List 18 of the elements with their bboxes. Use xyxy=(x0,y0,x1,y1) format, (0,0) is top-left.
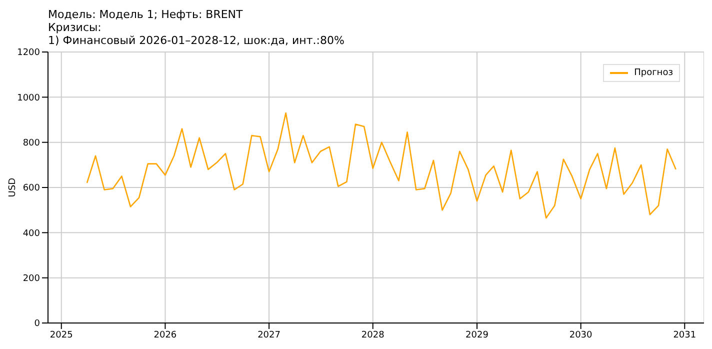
x-tick-label: 2031 xyxy=(673,330,696,340)
x-tick-label: 2028 xyxy=(361,330,385,340)
y-tick-label: 600 xyxy=(22,184,40,194)
y-tick-label: 0 xyxy=(34,319,40,330)
y-tick-label: 800 xyxy=(22,138,40,149)
x-tick-label: 2026 xyxy=(154,330,177,340)
y-tick-label: 200 xyxy=(22,274,40,284)
legend-label: Прогноз xyxy=(634,68,673,78)
y-tick-label: 1000 xyxy=(17,93,40,104)
y-tick-label: 400 xyxy=(22,228,40,239)
y-axis-title: USD xyxy=(8,178,18,198)
x-tick-label: 2029 xyxy=(466,330,489,340)
x-tick-label: 2030 xyxy=(569,330,593,340)
line-series xyxy=(86,112,676,219)
x-tick-label: 2025 xyxy=(50,330,73,340)
y-tick-label: 1200 xyxy=(17,48,40,58)
x-tick-label: 2027 xyxy=(258,330,280,340)
chart-title: Модель: Модель 1; Нефть: BRENT Кризисы: 1) Финансовый 2026-01–2028-12, шок:да, инт.:80% xyxy=(48,8,346,48)
